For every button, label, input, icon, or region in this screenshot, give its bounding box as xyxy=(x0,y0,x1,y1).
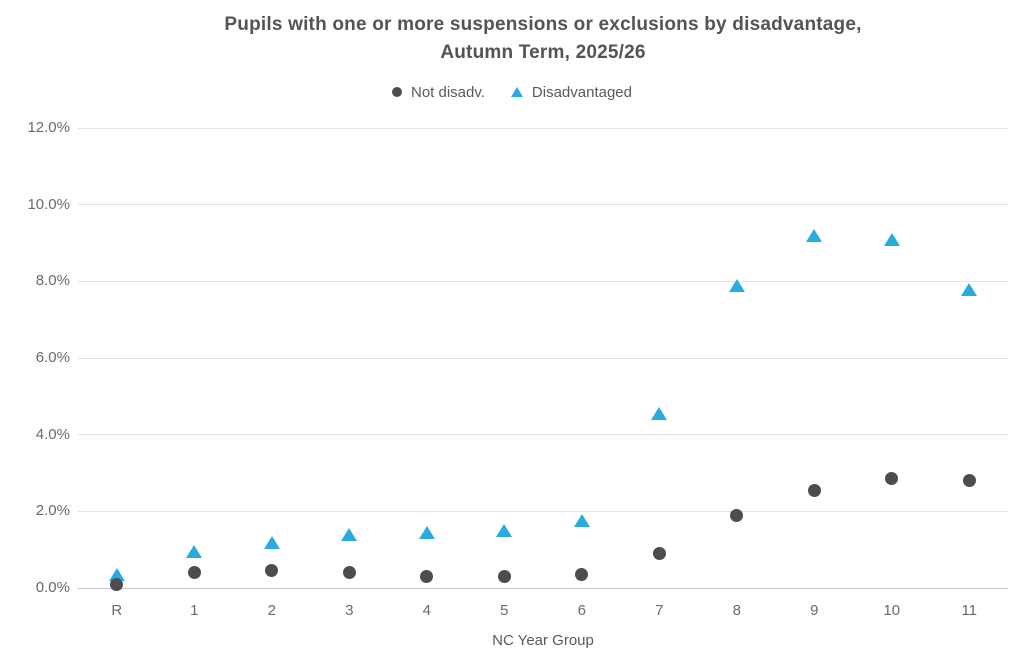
data-point-disadvantaged-11 xyxy=(961,282,978,296)
x-tick-label: 10 xyxy=(883,602,901,619)
data-point-not-disadv-3 xyxy=(342,566,356,580)
x-axis-line xyxy=(78,587,1008,589)
data-point-not-disadv-9 xyxy=(807,483,821,497)
data-point-disadvantaged-9 xyxy=(806,228,823,242)
y-tick-label: 6.0% xyxy=(35,349,70,366)
x-tick-label: 3 xyxy=(345,602,354,619)
data-point-not-disadv-7 xyxy=(652,547,666,560)
data-point-disadvantaged-4 xyxy=(418,525,435,539)
x-tick-label: 1 xyxy=(190,602,199,619)
chart-title-line2: Autumn Term, 2025/26 xyxy=(440,42,646,63)
y-tick-label: 10.0% xyxy=(27,195,70,213)
y-tick-label: 4.0% xyxy=(35,425,70,443)
x-tick-label: R xyxy=(111,602,123,619)
data-point-disadvantaged-8 xyxy=(728,278,745,292)
y-tick-label: 0.0% xyxy=(35,579,70,596)
data-point-disadvantaged-1 xyxy=(186,545,203,559)
data-point-disadvantaged-5 xyxy=(496,524,513,537)
legend-label-not-disadv: Not disadv. xyxy=(410,83,485,101)
y-tick-label: 8.0% xyxy=(35,272,70,290)
data-point-not-disadv-10 xyxy=(885,472,899,486)
x-tick-label: 4 xyxy=(422,602,431,619)
chart-title-line1: Pupils with one or more suspensions or e… xyxy=(224,14,862,35)
chart-legend: Not disadv. Disadvantaged xyxy=(0,82,1024,102)
x-tick-label: 8 xyxy=(732,602,741,619)
y-axis-tick-labels: 0.0% 2.0% 4.0% 6.0% 8.0% 10.0% 12.0% xyxy=(0,119,70,596)
x-axis-tick-labels: R 1 2 3 4 5 6 7 8 9 10 11 xyxy=(78,601,1008,621)
data-point-not-disadv-2 xyxy=(265,564,279,578)
data-point-not-disadv-5 xyxy=(497,570,511,583)
data-point-not-disadv-11 xyxy=(962,474,976,488)
data-point-disadvantaged-2 xyxy=(263,535,280,549)
gridline xyxy=(78,127,1008,129)
data-point-not-disadv-1 xyxy=(187,566,201,580)
x-tick-label: 2 xyxy=(267,602,276,619)
x-axis-title: NC Year Group xyxy=(492,632,594,649)
data-point-not-disadv-6 xyxy=(575,568,589,582)
y-tick-label: 2.0% xyxy=(35,502,70,520)
y-tick-label: 12.0% xyxy=(27,119,70,136)
plot-area xyxy=(78,127,1008,591)
data-point-not-disadv-R xyxy=(110,577,124,591)
circle-marker-icon xyxy=(391,87,402,97)
gridline xyxy=(78,280,1008,282)
x-tick-label: 7 xyxy=(655,602,664,619)
x-tick-label: 5 xyxy=(500,602,509,619)
legend-label-disadvantaged: Disadvantaged xyxy=(531,83,632,101)
data-point-disadvantaged-3 xyxy=(341,527,358,541)
x-tick-label: 11 xyxy=(961,602,978,619)
gridline xyxy=(78,204,1008,206)
data-point-disadvantaged-7 xyxy=(651,407,668,421)
data-point-not-disadv-4 xyxy=(420,570,434,583)
gridline xyxy=(78,357,1008,359)
legend-item-disadvantaged: Disadvantaged xyxy=(510,83,632,101)
data-point-disadvantaged-6 xyxy=(573,514,590,528)
x-tick-label: 6 xyxy=(577,602,586,619)
gridline xyxy=(78,510,1008,512)
legend-item-not-disadv: Not disadv. xyxy=(391,83,485,101)
gridline xyxy=(78,434,1008,436)
data-point-disadvantaged-10 xyxy=(883,232,900,246)
x-tick-label: 9 xyxy=(810,602,819,619)
triangle-marker-icon xyxy=(510,87,523,97)
data-point-not-disadv-8 xyxy=(730,508,744,522)
